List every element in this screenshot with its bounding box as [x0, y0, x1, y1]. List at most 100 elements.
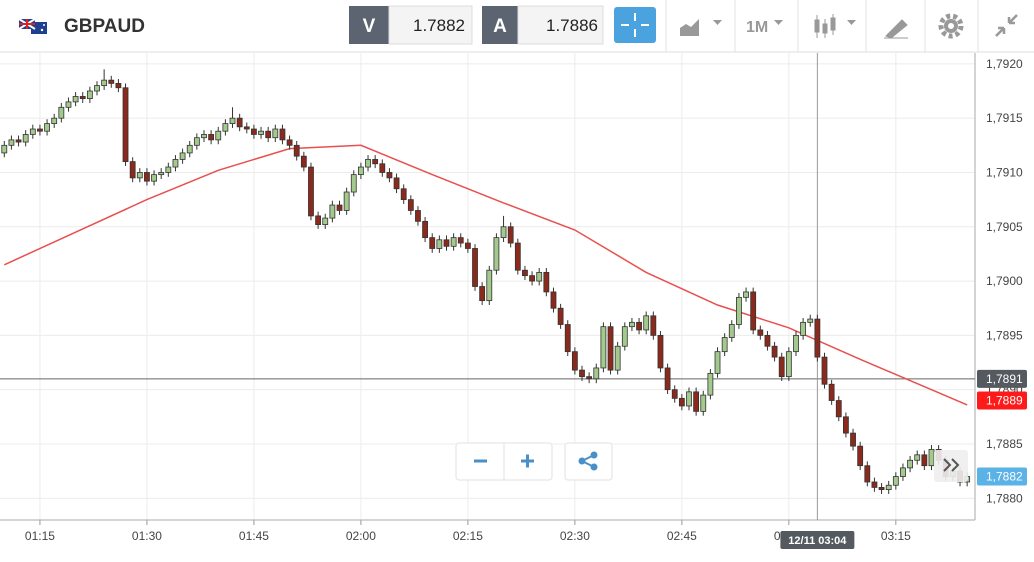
- candle-body: [700, 394, 707, 412]
- candle-body: [750, 291, 757, 331]
- price-marker: [977, 369, 1027, 388]
- candle-body: [208, 134, 215, 141]
- timeframe-button[interactable]: 1M: [746, 19, 783, 36]
- candle-body: [158, 172, 165, 176]
- candle-body: [529, 275, 535, 282]
- candle-body: [94, 85, 100, 92]
- candle-body: [108, 79, 115, 84]
- crosshair-time-box: [780, 531, 855, 549]
- candle-body: [179, 152, 186, 160]
- candle-body: [514, 242, 521, 271]
- candle-body: [828, 383, 835, 401]
- candle-body: [86, 90, 93, 100]
- y-tick-label: 1,7905: [986, 220, 1023, 234]
- y-tick-label: 1,7885: [986, 437, 1023, 451]
- candle-body: [543, 271, 550, 293]
- candle-body: [122, 87, 129, 163]
- x-tick-label: 01:30: [132, 529, 162, 543]
- ask-label: A: [493, 16, 507, 37]
- candle-body: [151, 174, 157, 182]
- candle-body: [429, 237, 436, 249]
- candle-body: [607, 326, 614, 371]
- candle-body: [878, 487, 885, 490]
- x-tick-label: 02:30: [560, 529, 590, 543]
- candle-body: [265, 130, 272, 139]
- candle-body: [415, 210, 421, 222]
- price-marker-label: 1,7882: [986, 470, 1023, 484]
- zoom-in-button[interactable]: [521, 454, 534, 468]
- candle-body: [621, 326, 628, 347]
- candle-body: [136, 172, 143, 179]
- collapse-button[interactable]: [995, 14, 1018, 37]
- candle-body: [493, 237, 500, 271]
- candle-body: [885, 484, 892, 490]
- candle-body: [186, 144, 193, 154]
- candle-body: [286, 139, 293, 146]
- y-tick-label: 1,7880: [986, 491, 1023, 505]
- candle-body: [479, 286, 486, 302]
- symbol: GBPAUD: [64, 16, 145, 37]
- candle-body: [472, 248, 478, 287]
- candle-body: [365, 159, 371, 168]
- candle-body: [686, 391, 692, 407]
- share-dot: [590, 463, 598, 471]
- candle-body: [507, 226, 514, 244]
- candle-body: [29, 128, 36, 135]
- candle-body: [144, 172, 150, 182]
- candle-body: [850, 432, 856, 447]
- candle-body: [37, 128, 43, 132]
- share-dot: [590, 451, 598, 459]
- price-marker-label: 1,7891: [986, 372, 1023, 386]
- candle-body: [372, 159, 379, 165]
- candle-body: [671, 389, 678, 399]
- candle-body: [258, 130, 264, 135]
- settings-button[interactable]: [938, 13, 964, 39]
- ask-button[interactable]: [482, 6, 518, 44]
- candle-body: [236, 117, 243, 128]
- y-tick-label: 1,7920: [986, 57, 1023, 71]
- candle-body: [315, 215, 322, 225]
- scroll-box: [934, 450, 968, 482]
- chart-type-button[interactable]: [680, 19, 722, 36]
- price-marker-label: 1,7889: [986, 394, 1023, 408]
- candle-body: [229, 117, 236, 124]
- x-tick-label: 02:00: [346, 529, 376, 543]
- candle-body: [814, 318, 821, 358]
- candle-body: [636, 321, 642, 331]
- y-tick-label: 1,7910: [986, 165, 1023, 179]
- candle-body: [172, 159, 179, 168]
- candle-body: [536, 271, 543, 282]
- candle-body: [892, 476, 899, 486]
- candle-body: [51, 117, 58, 124]
- share-dot: [578, 457, 586, 465]
- candle-body: [22, 134, 29, 143]
- draw-button[interactable]: [884, 19, 908, 39]
- candle-body: [450, 237, 457, 247]
- candle-body: [928, 449, 935, 467]
- candle-body: [350, 174, 357, 193]
- scroll-right-button[interactable]: [943, 458, 960, 472]
- candle-body: [586, 376, 593, 380]
- candle-body: [101, 79, 108, 86]
- candle-body: [243, 126, 250, 130]
- candle-style-button[interactable]: [814, 14, 856, 38]
- candle-body: [379, 163, 386, 173]
- bid-button[interactable]: [349, 6, 389, 44]
- candle-body: [279, 128, 286, 141]
- y-tick-label: 1,7915: [986, 111, 1023, 125]
- x-tick-label: 03:15: [881, 529, 911, 543]
- candle-body: [308, 166, 314, 217]
- candle-body: [8, 139, 15, 146]
- flag: [18, 18, 47, 34]
- candle-body: [921, 454, 928, 467]
- candle-body: [778, 356, 785, 378]
- candle-body: [550, 291, 557, 309]
- x-tick-label: 01:15: [25, 529, 55, 543]
- candle-body: [457, 237, 464, 244]
- candle-body: [857, 445, 864, 467]
- candle-body: [835, 400, 842, 418]
- crosshair-button[interactable]: [614, 7, 656, 43]
- candle-body: [736, 296, 742, 325]
- candle-body: [436, 239, 443, 249]
